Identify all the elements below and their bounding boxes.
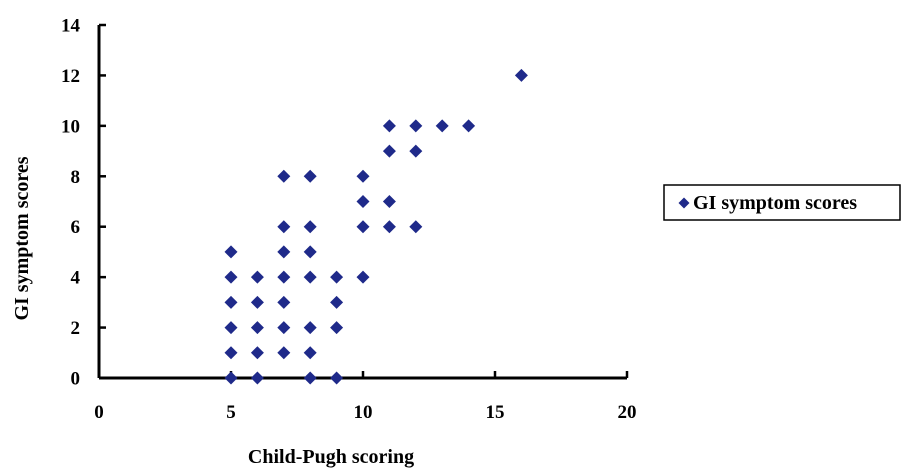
data-point — [250, 346, 264, 360]
data-point — [462, 119, 476, 133]
data-point — [409, 144, 423, 158]
x-tick-label: 10 — [354, 402, 373, 423]
data-point — [303, 245, 317, 259]
y-tick-label: 14 — [61, 16, 81, 37]
data-point — [277, 321, 291, 335]
y-tick-label: 12 — [61, 66, 80, 87]
data-point — [330, 270, 344, 284]
data-point — [250, 295, 264, 309]
data-point — [224, 295, 238, 309]
data-point — [277, 220, 291, 234]
y-tick-label: 10 — [61, 116, 80, 137]
data-point — [277, 270, 291, 284]
data-point — [382, 220, 396, 234]
data-point — [330, 321, 344, 335]
data-point — [382, 144, 396, 158]
data-point — [277, 346, 291, 360]
data-point — [250, 371, 264, 385]
legend-label: GI symptom scores — [693, 192, 857, 214]
data-point — [409, 119, 423, 133]
data-point — [356, 220, 370, 234]
data-point — [303, 169, 317, 183]
data-point — [250, 270, 264, 284]
x-tick-label: 5 — [226, 402, 236, 423]
data-point — [330, 371, 344, 385]
data-point — [356, 195, 370, 208]
ticks: 0 5 10 15 20 0 2 4 6 8 10 12 14 — [61, 16, 637, 424]
data-point — [382, 195, 396, 208]
y-tick-label: 2 — [71, 318, 81, 339]
data-point — [356, 270, 370, 284]
data-point — [250, 321, 264, 335]
y-axis-title: GI symptom scores — [11, 156, 33, 320]
y-tick-label: 0 — [71, 369, 81, 390]
data-point — [224, 321, 238, 335]
legend-box — [663, 184, 901, 221]
data-point — [303, 371, 317, 385]
x-tick-label: 20 — [618, 402, 637, 423]
legend-marker-diamond — [678, 197, 690, 209]
x-axis-title: Child-Pugh scoring — [248, 446, 414, 468]
data-point — [224, 346, 238, 360]
data-point — [277, 169, 291, 183]
data-point — [303, 220, 317, 234]
data-point — [224, 270, 238, 284]
x-tick-label: 0 — [94, 402, 104, 423]
data-point — [224, 245, 238, 259]
data-point — [224, 371, 238, 385]
data-point — [303, 270, 317, 284]
data-point — [382, 119, 396, 133]
data-point — [277, 245, 291, 259]
data-point — [303, 321, 317, 335]
y-tick-label: 6 — [71, 217, 81, 238]
data-point — [356, 169, 370, 183]
x-tick-label: 15 — [486, 402, 505, 423]
data-points — [224, 68, 528, 385]
data-point — [514, 68, 528, 82]
data-point — [330, 295, 344, 309]
data-point — [277, 295, 291, 309]
data-point — [303, 346, 317, 360]
data-point — [435, 119, 449, 133]
data-point — [409, 220, 423, 234]
y-tick-label: 8 — [71, 167, 81, 188]
y-tick-label: 4 — [71, 268, 81, 289]
legend: GI symptom scores — [663, 184, 901, 221]
